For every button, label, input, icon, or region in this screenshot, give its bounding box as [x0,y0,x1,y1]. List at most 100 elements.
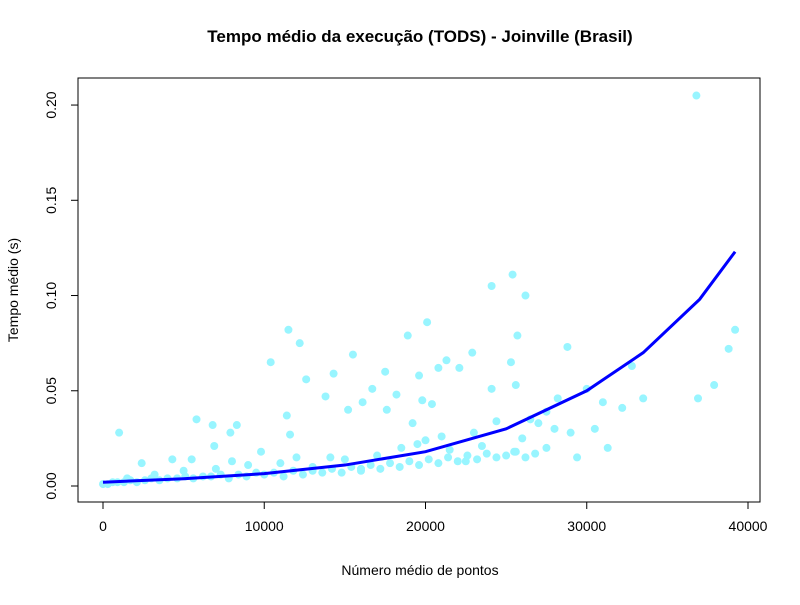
point [244,461,253,470]
point [434,363,443,372]
point [627,362,636,370]
chart-title: Tempo médio da execução (TODS) - Joinvil… [207,27,632,46]
point [508,270,517,279]
point [427,400,436,409]
point [266,358,275,367]
point [423,318,432,327]
point [137,459,146,468]
point [487,384,496,393]
point [257,447,266,456]
point [295,339,304,348]
point [618,403,627,412]
point [368,384,377,393]
point [566,428,575,437]
point [469,428,478,437]
point [337,468,346,477]
point [531,449,540,458]
point [521,291,530,300]
point [694,394,703,403]
point [415,371,424,380]
point [187,455,196,464]
plot-frame [77,77,761,503]
point [573,453,582,462]
point [376,464,385,473]
point [418,396,427,405]
point [226,428,235,437]
fit-line [102,250,737,484]
point [326,453,335,462]
point [279,472,288,481]
point [590,424,599,433]
point [461,457,470,466]
point [445,445,454,454]
x-tick-label: 20000 [406,518,445,534]
point [211,464,220,473]
x-axis-label: Número médio de pontos [341,562,498,578]
point [510,447,519,456]
point [405,457,414,466]
point [321,392,330,401]
point [356,464,365,473]
y-tick-label: 0.10 [43,282,59,309]
x-tick-label: 30000 [567,518,606,534]
point [513,331,522,340]
x-tick-label: 40000 [729,518,768,534]
point [444,453,453,462]
point [477,442,486,450]
x-tick-label: 10000 [245,518,284,534]
point [298,470,307,479]
point [232,421,241,430]
y-tick-label: 0.05 [43,377,59,404]
point [408,419,417,428]
point [366,461,375,470]
y-axis-label: Tempo médio (s) [5,238,21,342]
point [381,367,390,376]
point [282,411,291,420]
point [403,331,412,340]
point [553,394,562,403]
point [210,442,219,450]
point [179,466,188,475]
x-tick-label: 0 [99,518,107,534]
point [487,282,496,290]
point [150,470,159,479]
point [415,461,424,470]
point [453,457,462,466]
point [506,358,515,367]
point [392,390,401,399]
point [302,375,311,384]
point [358,398,367,407]
point [397,443,406,452]
point [468,348,477,357]
point [344,405,353,414]
point [542,443,551,452]
point [455,363,464,372]
point [286,430,295,439]
y-tick-label: 0.15 [43,186,59,213]
point [692,91,701,100]
point [329,369,338,378]
point [382,405,391,414]
point [492,453,501,462]
point [208,421,217,430]
point [518,434,527,443]
point [373,451,382,460]
point [603,443,612,452]
point [168,455,177,464]
point [395,462,404,471]
point [482,449,491,458]
point [731,325,740,334]
point [434,459,443,468]
y-tick-label: 0.00 [43,472,59,499]
point [442,356,451,365]
point [192,415,201,424]
point [284,325,293,334]
point [710,381,719,390]
point [421,436,430,445]
point [413,440,422,449]
point [534,419,543,428]
point [276,459,285,468]
point [115,428,124,437]
point [521,453,530,462]
